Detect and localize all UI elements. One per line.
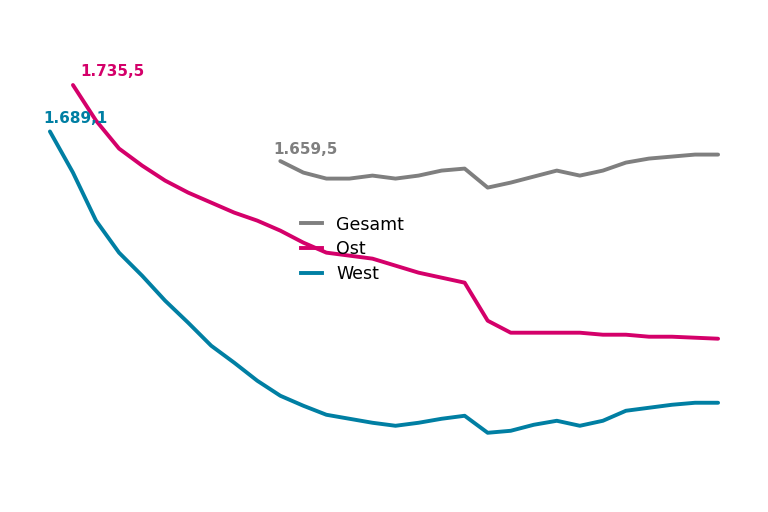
Legend: Gesamt, Ost, West: Gesamt, Ost, West [301,216,404,283]
Text: 1.735,5: 1.735,5 [80,64,144,79]
Text: 1.659,5: 1.659,5 [273,142,338,157]
Text: 1.689,1: 1.689,1 [43,112,108,126]
